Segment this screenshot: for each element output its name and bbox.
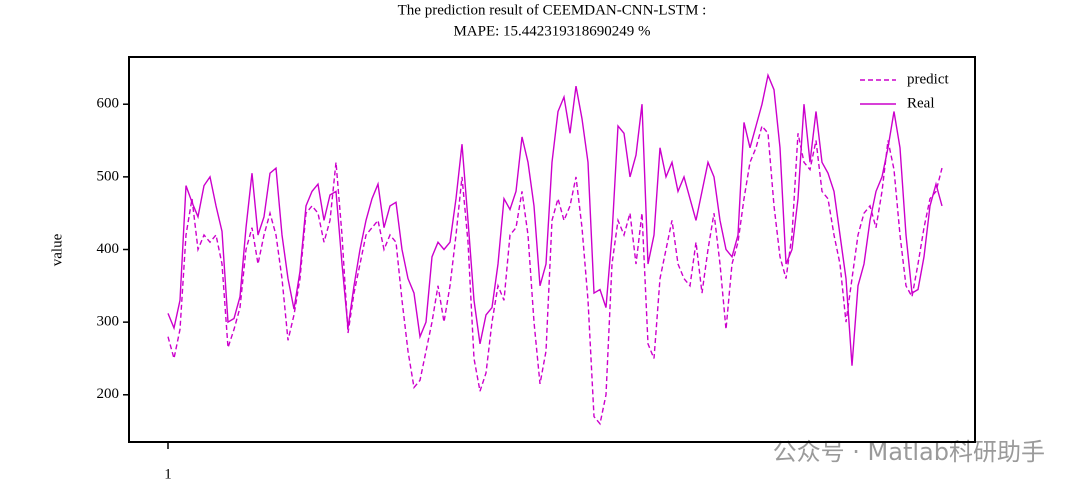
- y-axis-label: value: [49, 233, 65, 266]
- legend-label: Real: [907, 95, 935, 111]
- series-line: [167, 72, 943, 366]
- x-tick-label: 1: [164, 466, 172, 482]
- y-tick-label: 400: [97, 241, 120, 257]
- y-tick-label: 600: [97, 96, 120, 112]
- chart-title: MAPE: 15.442319318690249 %: [453, 23, 650, 39]
- chart-title: The prediction result of CEEMDAN-CNN-LST…: [398, 2, 707, 18]
- series-line: [167, 124, 943, 426]
- legend-label: predict: [907, 71, 949, 87]
- y-tick-label: 200: [97, 386, 120, 402]
- y-tick-label: 500: [97, 168, 120, 184]
- y-tick-label: 300: [97, 314, 120, 330]
- plot-frame: [128, 56, 976, 443]
